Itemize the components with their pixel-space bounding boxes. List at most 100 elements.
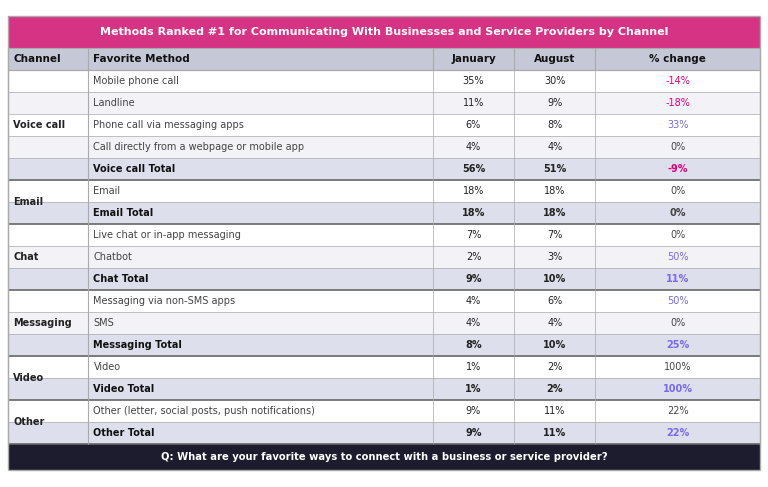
Bar <box>8 246 760 268</box>
Bar <box>8 422 760 444</box>
Text: 100%: 100% <box>664 362 691 372</box>
Text: 9%: 9% <box>465 428 482 438</box>
Text: 6%: 6% <box>547 296 562 306</box>
Text: Email: Email <box>13 197 43 207</box>
Text: 11%: 11% <box>543 428 566 438</box>
Text: -9%: -9% <box>667 164 688 174</box>
Text: 22%: 22% <box>667 406 688 416</box>
Bar <box>8 202 760 224</box>
Text: Other (letter, social posts, push notifications): Other (letter, social posts, push notifi… <box>94 406 316 416</box>
Text: 4%: 4% <box>466 142 481 152</box>
Text: 50%: 50% <box>667 252 688 262</box>
Text: 11%: 11% <box>463 98 484 108</box>
Text: Channel: Channel <box>13 54 61 64</box>
Text: Q: What are your favorite ways to connect with a business or service provider?: Q: What are your favorite ways to connec… <box>161 452 607 462</box>
Text: 4%: 4% <box>547 318 562 328</box>
Text: 50%: 50% <box>667 296 688 306</box>
Text: Methods Ranked #1 for Communicating With Businesses and Service Providers by Cha: Methods Ranked #1 for Communicating With… <box>100 27 668 37</box>
Text: 11%: 11% <box>666 274 690 284</box>
Text: 2%: 2% <box>547 362 562 372</box>
Text: 2%: 2% <box>547 384 563 394</box>
Text: 100%: 100% <box>663 384 693 394</box>
Text: 0%: 0% <box>670 142 685 152</box>
Text: 7%: 7% <box>466 230 482 240</box>
Text: 1%: 1% <box>465 384 482 394</box>
Text: Live chat or in-app messaging: Live chat or in-app messaging <box>94 230 241 240</box>
Text: 8%: 8% <box>465 340 482 350</box>
Bar <box>8 92 760 114</box>
Bar <box>8 114 760 136</box>
Text: January: January <box>451 54 496 64</box>
Bar <box>8 334 760 356</box>
Bar <box>8 180 760 202</box>
Bar <box>8 70 760 92</box>
Text: Mobile phone call: Mobile phone call <box>94 76 180 86</box>
Text: 10%: 10% <box>543 274 566 284</box>
Text: Email: Email <box>94 186 121 196</box>
Text: 51%: 51% <box>543 164 566 174</box>
Text: 18%: 18% <box>543 208 566 218</box>
Bar <box>8 224 760 246</box>
Text: Email Total: Email Total <box>94 208 154 218</box>
Text: 6%: 6% <box>466 120 481 130</box>
Text: Voice call Total: Voice call Total <box>94 164 176 174</box>
Text: Chat: Chat <box>13 252 38 262</box>
Text: 11%: 11% <box>544 406 565 416</box>
Bar <box>8 400 760 422</box>
Text: 56%: 56% <box>462 164 485 174</box>
Text: 25%: 25% <box>666 340 690 350</box>
Text: 3%: 3% <box>547 252 562 262</box>
Bar <box>8 312 760 334</box>
Text: Phone call via messaging apps: Phone call via messaging apps <box>94 120 244 130</box>
Text: -14%: -14% <box>665 76 690 86</box>
Text: 4%: 4% <box>466 296 481 306</box>
Text: 0%: 0% <box>670 230 685 240</box>
Text: Chat Total: Chat Total <box>94 274 149 284</box>
Text: Landline: Landline <box>94 98 135 108</box>
Text: 18%: 18% <box>544 186 565 196</box>
Bar <box>8 158 760 180</box>
Text: Favorite Method: Favorite Method <box>94 54 190 64</box>
Text: 0%: 0% <box>670 208 686 218</box>
Text: Other Total: Other Total <box>94 428 155 438</box>
Text: 2%: 2% <box>466 252 482 262</box>
Text: 10%: 10% <box>543 340 566 350</box>
Text: Video: Video <box>94 362 121 372</box>
Bar <box>8 48 760 70</box>
Text: 18%: 18% <box>462 208 485 218</box>
Text: 9%: 9% <box>465 274 482 284</box>
Text: 1%: 1% <box>466 362 481 372</box>
Text: Chatbot: Chatbot <box>94 252 132 262</box>
Text: August: August <box>534 54 575 64</box>
Text: 33%: 33% <box>667 120 688 130</box>
Text: 22%: 22% <box>666 428 690 438</box>
Bar <box>8 16 760 48</box>
Text: 0%: 0% <box>670 186 685 196</box>
Text: 9%: 9% <box>466 406 481 416</box>
Text: Messaging Total: Messaging Total <box>94 340 182 350</box>
Text: 4%: 4% <box>547 142 562 152</box>
Text: Other: Other <box>13 417 45 427</box>
Bar <box>8 378 760 400</box>
Text: 0%: 0% <box>670 318 685 328</box>
Bar <box>8 136 760 158</box>
Text: Call directly from a webpage or mobile app: Call directly from a webpage or mobile a… <box>94 142 305 152</box>
Text: % change: % change <box>649 54 706 64</box>
Text: 9%: 9% <box>547 98 562 108</box>
Text: Messaging: Messaging <box>13 318 71 328</box>
Text: 8%: 8% <box>547 120 562 130</box>
Text: 30%: 30% <box>544 76 565 86</box>
Text: 4%: 4% <box>466 318 481 328</box>
Text: SMS: SMS <box>94 318 114 328</box>
Text: Messaging via non-SMS apps: Messaging via non-SMS apps <box>94 296 236 306</box>
Text: -18%: -18% <box>665 98 690 108</box>
Text: 7%: 7% <box>547 230 562 240</box>
Text: Video: Video <box>13 373 44 383</box>
Bar <box>8 290 760 312</box>
Text: Voice call: Voice call <box>13 120 65 130</box>
Bar <box>8 268 760 290</box>
Text: 35%: 35% <box>463 76 485 86</box>
Text: 18%: 18% <box>463 186 484 196</box>
Text: Video Total: Video Total <box>94 384 154 394</box>
Bar <box>8 444 760 470</box>
